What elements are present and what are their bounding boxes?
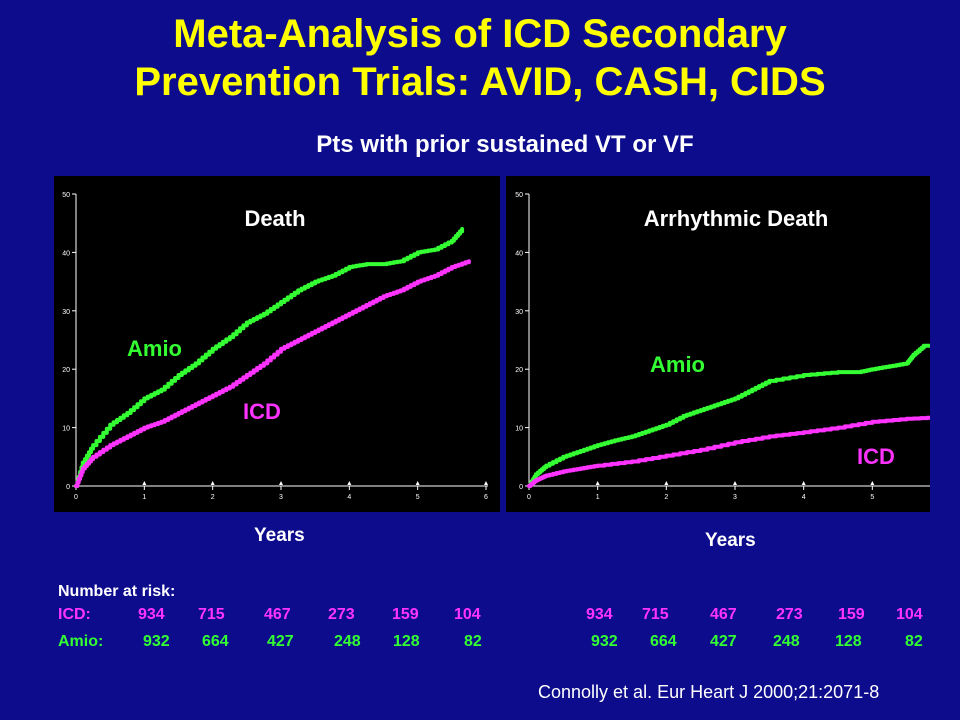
title-line-1: Meta-Analysis of ICD Secondary: [173, 12, 787, 56]
risk-row-icd: ICD: 934 715 467 273 159 104 934 715 467…: [0, 606, 960, 626]
arrhythmic-x-marker-3: [733, 481, 737, 485]
death-chart-title: Death: [244, 206, 305, 231]
risk-icd-left-0: 934: [138, 606, 165, 623]
death-y-tick-label-2: 20: [62, 367, 70, 374]
death-x-marker-1: [142, 481, 147, 485]
death-x-marker-6: [484, 481, 488, 485]
risk-amio-left-3: 248: [334, 633, 361, 650]
risk-amio-right-2: 427: [710, 633, 737, 650]
death-x-marker-2: [210, 481, 215, 485]
arrhythmic-x-tick-label-5: 5: [870, 494, 874, 501]
risk-icd-left-1: 715: [198, 606, 225, 623]
risk-icd-right-1: 715: [642, 606, 669, 623]
death-y-tick-label-0: 0: [66, 484, 70, 491]
slide-subtitle: Pts with prior sustained VT or VF: [316, 131, 694, 158]
risk-amio-left-1: 664: [202, 633, 229, 650]
death-y-tick-label-3: 30: [62, 309, 70, 316]
x-axis-label-right: Years: [705, 530, 756, 551]
risk-label-amio: Amio:: [58, 633, 104, 650]
risk-amio-right-5: 82: [905, 633, 923, 650]
arrhythmic-x-tick-label-4: 4: [802, 494, 806, 501]
death-x-tick-label-0: 0: [74, 494, 78, 501]
death-x-marker-5: [415, 481, 420, 485]
risk-icd-right-4: 159: [838, 606, 865, 623]
arrhythmic-y-tick-label-0: 0: [519, 484, 523, 491]
arrhythmic-x-tick-label-0: 0: [527, 494, 531, 501]
slide-title: Meta-Analysis of ICD Secondary Preventio…: [0, 10, 960, 106]
death-x-tick-label-2: 2: [211, 494, 215, 501]
risk-icd-left-5: 104: [454, 606, 481, 623]
death-chart: 0 10 20 30 40 50 0 1 2 3 4 5 6 Death Amio ICD: [62, 192, 488, 501]
x-axis-label-left: Years: [254, 525, 305, 546]
death-y-tick-label-1: 10: [62, 426, 70, 433]
risk-icd-right-5: 104: [896, 606, 923, 623]
death-x-tick-label-3: 3: [279, 494, 283, 501]
arrhythmic-x-tick-label-1: 1: [596, 494, 600, 501]
risk-amio-left-0: 932: [143, 633, 170, 650]
arrhythmic-x-marker-2: [664, 481, 669, 485]
risk-amio-left-2: 427: [267, 633, 294, 650]
arrhythmic-y-tick-label-5: 50: [515, 192, 523, 199]
risk-amio-right-1: 664: [650, 633, 677, 650]
arrhythmic-x-marker-4: [801, 481, 806, 485]
death-x-tick-label-4: 4: [347, 494, 351, 501]
citation: Connolly et al. Eur Heart J 2000;21:2071…: [538, 682, 880, 702]
risk-icd-right-0: 934: [586, 606, 613, 623]
risk-label-icd: ICD:: [58, 606, 91, 623]
arrhythmic-icd-label: ICD: [857, 444, 895, 469]
death-x-marker-4: [347, 481, 352, 485]
arrhythmic-y-tick-label-3: 30: [515, 309, 523, 316]
arrhythmic-y-tick-label-4: 40: [515, 250, 523, 257]
risk-row-amio: Amio: 932 664 427 248 128 82 932 664 427…: [0, 633, 960, 653]
risk-amio-right-0: 932: [591, 633, 618, 650]
risk-icd-right-3: 273: [776, 606, 803, 623]
risk-icd-left-2: 467: [264, 606, 291, 623]
risk-amio-left-5: 82: [464, 633, 482, 650]
risk-amio-right-3: 248: [773, 633, 800, 650]
risk-icd-left-3: 273: [328, 606, 355, 623]
death-icd-label: ICD: [243, 399, 281, 424]
arrhythmic-death-chart: 0 10 20 30 40 50 0 1 2 3 4 5 Arrhythmic Death Amio ICD: [515, 192, 930, 501]
death-x-tick-label-1: 1: [142, 494, 146, 501]
death-y-tick-label-4: 40: [62, 250, 70, 257]
arrhythmic-series-amio-line: [527, 343, 930, 488]
death-chart-panel: 0 10 20 30 40 50 0 1 2 3 4 5 6 Death Amio ICD: [54, 176, 500, 512]
death-x-marker-3: [279, 481, 283, 485]
arrhythmic-amio-label: Amio: [650, 352, 705, 377]
arrhythmic-y-tick-label-1: 10: [515, 426, 523, 433]
risk-icd-left-4: 159: [392, 606, 419, 623]
arrhythmic-y-tick-label-2: 20: [515, 367, 523, 374]
arrhythmic-x-tick-label-3: 3: [733, 494, 737, 501]
death-amio-label: Amio: [127, 336, 182, 361]
risk-icd-right-2: 467: [710, 606, 737, 623]
number-at-risk-heading: Number at risk:: [58, 583, 176, 600]
arrhythmic-x-marker-5: [870, 481, 875, 485]
death-series-amio-line: [74, 227, 465, 488]
arrhythmic-x-marker-1: [595, 481, 600, 485]
title-line-2: Prevention Trials: AVID, CASH, CIDS: [134, 60, 826, 104]
death-x-tick-label-6: 6: [484, 494, 488, 501]
death-series-icd-line: [74, 259, 471, 488]
risk-amio-right-4: 128: [835, 633, 862, 650]
arrhythmic-death-chart-panel: 0 10 20 30 40 50 0 1 2 3 4 5 Arrhythmic Death Amio ICD: [506, 176, 930, 512]
risk-amio-left-4: 128: [393, 633, 420, 650]
death-x-tick-label-5: 5: [416, 494, 420, 501]
death-y-tick-label-5: 50: [62, 192, 70, 199]
arrhythmic-chart-title: Arrhythmic Death: [644, 206, 829, 231]
arrhythmic-series-icd-line: [527, 415, 930, 488]
arrhythmic-x-tick-label-2: 2: [664, 494, 668, 501]
